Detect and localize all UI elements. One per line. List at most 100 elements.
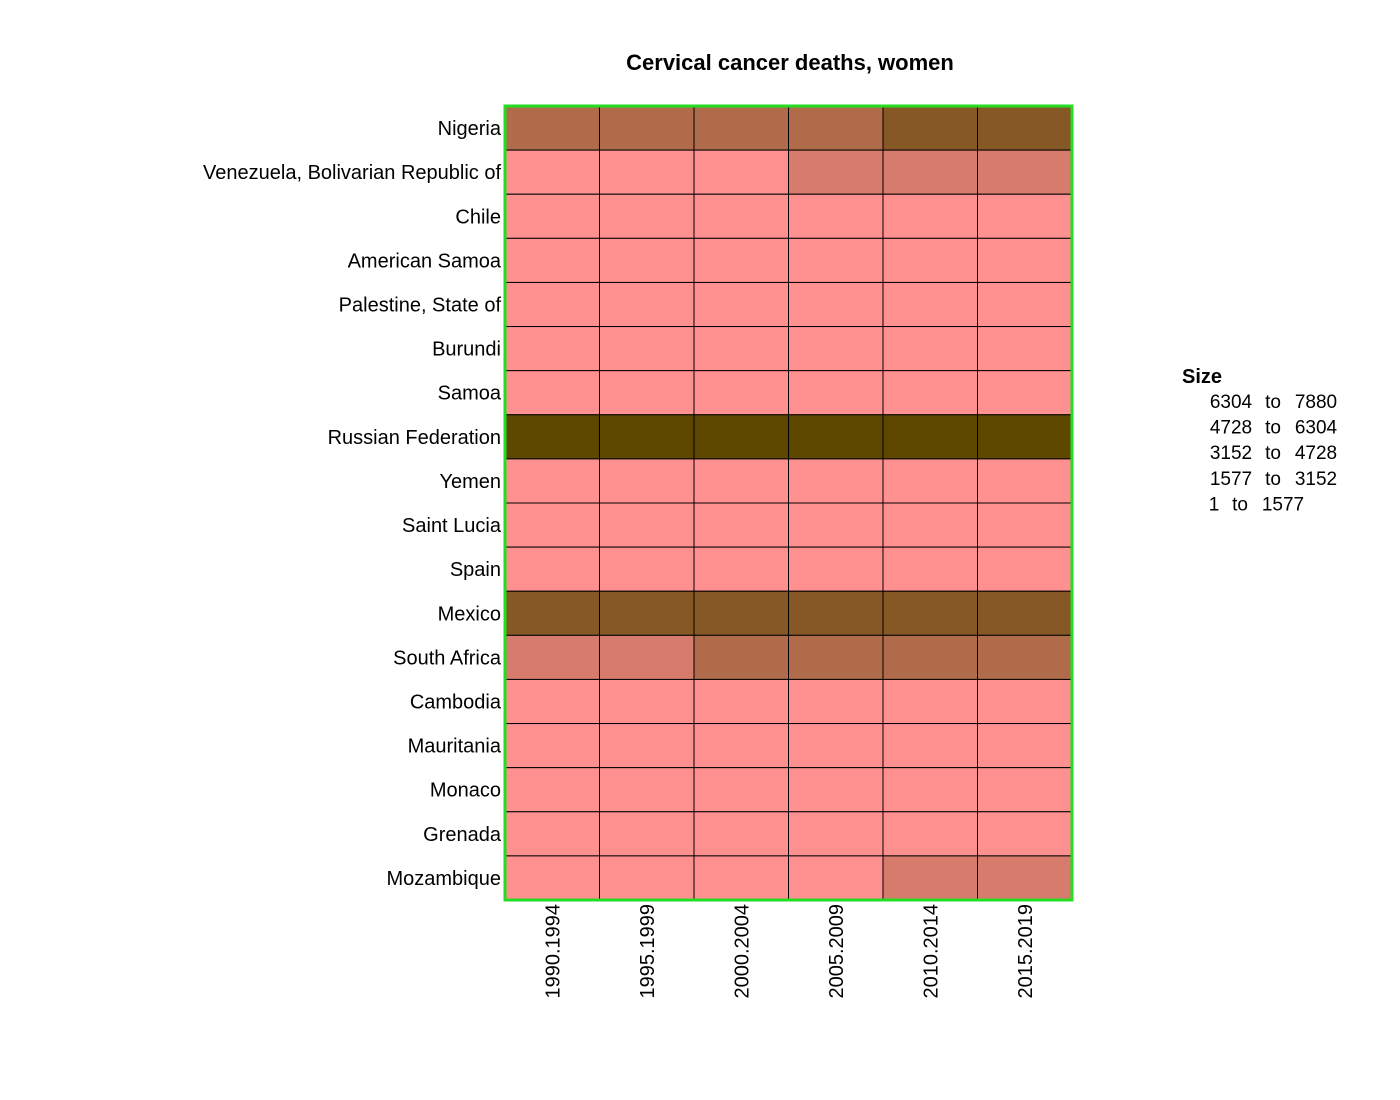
row-label: Venezuela, Bolivarian Republic of <box>203 162 501 184</box>
heatmap-cell <box>882 678 978 725</box>
legend-entry-from: 4728 <box>1210 418 1252 439</box>
legend-entry-from: 3152 <box>1210 443 1252 464</box>
legend-entry-to: 6304 <box>1295 418 1338 439</box>
row-label: Saint Lucia <box>402 515 502 537</box>
row-labels: Nigeria Venezuela, Bolivarian Republic of… <box>203 118 502 890</box>
row-label: Mauritania <box>408 736 502 758</box>
heatmap-cell <box>788 370 884 416</box>
plot-border <box>503 104 1074 902</box>
heatmap-cell <box>977 767 1073 813</box>
heatmap-cell <box>977 281 1073 328</box>
heatmap-cells <box>504 105 1073 901</box>
heatmap-cell <box>693 546 789 592</box>
heatmap-cell <box>882 502 978 548</box>
legend-entry-from: 6304 <box>1210 392 1253 413</box>
heatmap-cell <box>693 326 789 372</box>
heatmap-cell <box>788 723 884 769</box>
heatmap-cell <box>977 678 1073 725</box>
column-label: 2000.2004 <box>731 904 753 999</box>
column-label: 2005.2009 <box>826 904 848 999</box>
heatmap-cell <box>788 237 884 283</box>
heatmap-cell <box>504 634 600 680</box>
heatmap-cell <box>504 414 600 460</box>
heatmap-cell <box>504 370 600 416</box>
legend-entry-from: 1577 <box>1210 469 1252 490</box>
heatmap-cell <box>504 546 600 592</box>
heatmap-cell <box>977 502 1073 548</box>
heatmap-cell <box>882 458 978 504</box>
heatmap-cell <box>882 723 978 769</box>
heatmap-cell <box>599 502 695 548</box>
heatmap-cell <box>882 634 978 680</box>
row-label: Cambodia <box>410 692 502 714</box>
heatmap-cell <box>599 193 695 239</box>
heatmap-cell <box>977 855 1073 901</box>
heatmap-cell <box>977 193 1073 239</box>
heatmap-cell <box>693 458 789 504</box>
heatmap-cell <box>599 414 695 460</box>
heatmap-cell <box>788 546 884 592</box>
heatmap-cell <box>788 193 884 239</box>
heatmap-cell <box>599 281 695 328</box>
heatmap-cell <box>882 193 978 239</box>
row-label: Mozambique <box>386 868 501 890</box>
heatmap-cell <box>977 590 1073 636</box>
heatmap-cell <box>504 193 600 239</box>
heatmap-cell <box>977 414 1073 460</box>
heatmap-cell <box>693 370 789 416</box>
heatmap-cell <box>504 458 600 504</box>
heatmap-cell <box>599 767 695 813</box>
heatmap-cell <box>788 281 884 328</box>
heatmap-cell <box>504 723 600 769</box>
heatmap-cell <box>504 502 600 548</box>
legend: Size 6304 to 7880 4728 to 6304 3152 to 4728 1577 t… <box>1182 366 1338 515</box>
heatmap-cell <box>882 414 978 460</box>
heatmap-cell <box>599 149 695 195</box>
heatmap-cell <box>882 105 978 151</box>
heatmap-cell <box>504 326 600 372</box>
heatmap-cell <box>788 855 884 901</box>
heatmap-cell <box>788 326 884 372</box>
heatmap-cell <box>693 634 789 680</box>
legend-entry-to: 4728 <box>1295 443 1337 464</box>
heatmap-cell <box>788 590 884 636</box>
heatmap-cell <box>599 590 695 636</box>
legend-entry-sep: to <box>1265 443 1281 464</box>
row-label: Russian Federation <box>328 427 501 449</box>
heatmap-cell <box>504 237 600 283</box>
heatmap-cell <box>504 590 600 636</box>
column-label: 1995.1999 <box>637 904 659 999</box>
heatmap-cell <box>882 281 978 328</box>
row-label: Samoa <box>438 383 502 405</box>
heatmap-cell <box>599 237 695 283</box>
legend-entry-to: 3152 <box>1295 469 1337 490</box>
row-label: Yemen <box>439 471 501 493</box>
column-label: 1990.1994 <box>542 904 564 999</box>
heatmap-cell <box>882 326 978 372</box>
heatmap-cell <box>599 811 695 857</box>
heatmap-cell <box>504 811 600 857</box>
heatmap-cell <box>977 811 1073 857</box>
heatmap-cell <box>882 590 978 636</box>
heatmap-cell <box>882 237 978 283</box>
heatmap-cell <box>788 105 884 151</box>
chart-title: Cervical cancer deaths, women <box>626 50 954 75</box>
heatmap-cell <box>882 546 978 592</box>
heatmap-cell <box>504 281 600 328</box>
legend-entry-sep: to <box>1265 418 1281 439</box>
heatmap-cell <box>693 767 789 813</box>
heatmap-cell <box>788 502 884 548</box>
heatmap-cell <box>693 811 789 857</box>
heatmap-cell <box>693 237 789 283</box>
heatmap-cell <box>599 678 695 725</box>
heatmap-cell <box>788 678 884 725</box>
heatmap-cell <box>504 855 600 901</box>
legend-entry-from: 1 <box>1209 494 1220 515</box>
heatmap-cell <box>977 326 1073 372</box>
heatmap-cell <box>977 237 1073 283</box>
row-label: South Africa <box>393 647 502 669</box>
heatmap-cell <box>977 105 1073 151</box>
heatmap-cell <box>504 767 600 813</box>
heatmap-cell <box>599 855 695 901</box>
